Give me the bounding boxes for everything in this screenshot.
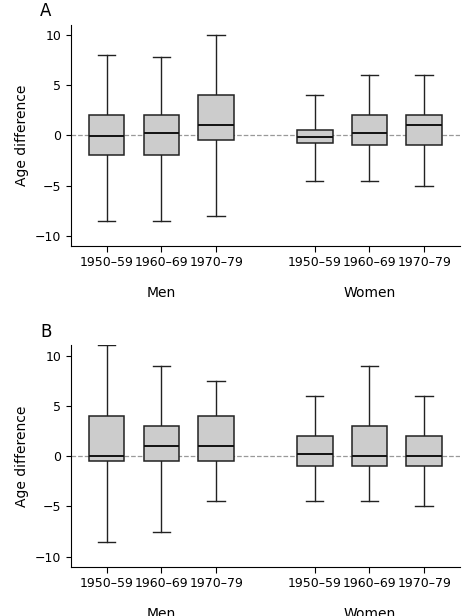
Bar — [406, 115, 442, 145]
Text: Women: Women — [343, 607, 396, 616]
Bar — [297, 436, 332, 466]
Text: A: A — [40, 2, 51, 20]
Bar — [89, 115, 125, 155]
Bar — [89, 416, 125, 461]
Bar — [144, 426, 179, 461]
Bar — [352, 426, 387, 466]
Text: Men: Men — [147, 607, 176, 616]
Y-axis label: Age difference: Age difference — [16, 84, 29, 186]
Y-axis label: Age difference: Age difference — [16, 405, 29, 507]
Bar — [144, 115, 179, 155]
Bar — [199, 95, 234, 140]
Text: Men: Men — [147, 286, 176, 300]
Bar — [297, 130, 332, 144]
Bar — [352, 115, 387, 145]
Text: Women: Women — [343, 286, 396, 300]
Text: B: B — [40, 323, 51, 341]
Bar — [406, 436, 442, 466]
Bar — [199, 416, 234, 461]
